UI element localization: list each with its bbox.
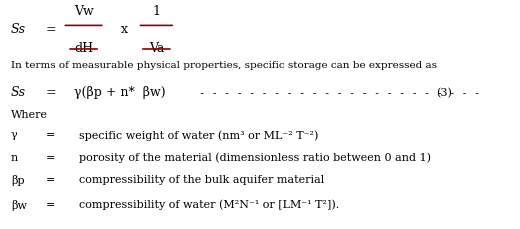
Text: =: = [46, 23, 57, 36]
Text: =: = [46, 86, 57, 99]
Text: Ss: Ss [11, 23, 26, 36]
Text: specific weight of water (nm³ or ML⁻² T⁻²): specific weight of water (nm³ or ML⁻² T⁻… [79, 130, 318, 141]
Text: =: = [46, 175, 56, 185]
Text: 1: 1 [152, 5, 160, 18]
Text: γ: γ [11, 131, 17, 140]
Text: compressibility of water (M²N⁻¹ or [LM⁻¹ T²]).: compressibility of water (M²N⁻¹ or [LM⁻¹… [79, 200, 339, 210]
Text: - - - - - - - - - - - - - - - - - - - - - - -: - - - - - - - - - - - - - - - - - - - - … [199, 88, 480, 98]
Text: n: n [11, 153, 18, 163]
Text: =: = [46, 200, 56, 210]
Text: In terms of measurable physical properties, specific storage can be expressed as: In terms of measurable physical properti… [11, 61, 437, 70]
Text: Vw: Vw [74, 5, 94, 18]
Text: =: = [46, 131, 56, 140]
Text: Ss: Ss [11, 86, 26, 99]
Text: βp: βp [11, 175, 24, 186]
Text: dH: dH [74, 42, 93, 55]
Text: =: = [46, 153, 56, 163]
Text: porosity of the material (dimensionless ratio between 0 and 1): porosity of the material (dimensionless … [79, 153, 431, 163]
Text: γ(βp + n*  βw): γ(βp + n* βw) [74, 86, 166, 99]
Text: compressibility of the bulk aquifer material: compressibility of the bulk aquifer mate… [79, 175, 324, 185]
Text: Va: Va [149, 42, 164, 55]
Text: (3): (3) [436, 88, 452, 98]
Text: x: x [121, 23, 128, 36]
Text: Where: Where [11, 110, 48, 120]
Text: βw: βw [11, 200, 27, 211]
